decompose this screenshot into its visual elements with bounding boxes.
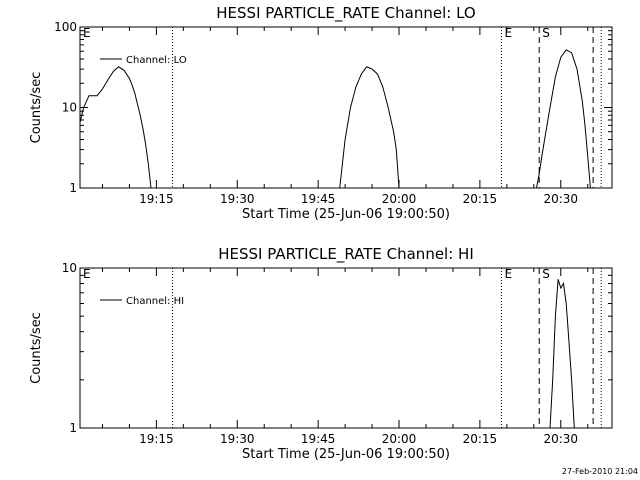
panel-lo: HESSI PARTICLE_RATE Channel: LO 19:15 19:3…: [29, 4, 613, 222]
x-tick-label: 19:45: [301, 192, 336, 206]
x-tick-label: 19:30: [220, 432, 255, 446]
y-axis-label: Counts/sec: [29, 72, 44, 144]
y-tick-label: 10: [62, 261, 77, 275]
chart-title: HESSI PARTICLE_RATE Channel: LO: [216, 4, 475, 23]
y-tick-label: 1: [69, 421, 77, 435]
x-tick-label: 20:00: [382, 432, 417, 446]
legend-label: Channel: LO: [126, 55, 187, 66]
x-tick-label: 19:30: [220, 192, 255, 206]
x-tick-label: 20:15: [463, 192, 498, 206]
event-marker-label: E: [83, 26, 91, 40]
data-series-line: [536, 49, 591, 189]
x-tick-label: 20:30: [543, 192, 578, 206]
x-tick-label: 20:00: [382, 192, 417, 206]
legend-label: Channel: HI: [126, 296, 184, 307]
x-tick-label: 19:45: [301, 432, 336, 446]
event-marker-label: S: [542, 267, 550, 281]
plot-frame: [79, 267, 613, 429]
y-axis-label: Counts/sec: [29, 312, 44, 384]
footer-timestamp: 27-Feb-2010 21:04: [562, 467, 638, 476]
chart-title: HESSI PARTICLE_RATE Channel: HI: [218, 245, 474, 264]
event-marker-label: E: [504, 267, 512, 281]
data-series-line: [549, 279, 575, 429]
y-tick-label: 100: [54, 20, 77, 34]
x-tick-label: 19:15: [139, 192, 174, 206]
event-marker-label: E: [504, 26, 512, 40]
panel-hi: HESSI PARTICLE_RATE Channel: HI 19:15 19:3…: [29, 245, 613, 462]
data-series-line: [79, 66, 152, 189]
y-tick-label: 1: [69, 181, 77, 195]
x-tick-label: 19:15: [139, 432, 174, 446]
x-axis-label: Start Time (25-Jun-06 19:00:50): [242, 447, 450, 462]
event-marker-label: E: [83, 267, 91, 281]
y-tick-label: 10: [62, 101, 77, 115]
x-tick-label: 20:30: [543, 432, 578, 446]
event-marker-label: S: [542, 26, 550, 40]
plot-frame: [79, 26, 613, 189]
x-tick-label: 20:15: [463, 432, 498, 446]
x-axis-label: Start Time (25-Jun-06 19:00:50): [242, 207, 450, 222]
data-series-line: [339, 66, 400, 189]
